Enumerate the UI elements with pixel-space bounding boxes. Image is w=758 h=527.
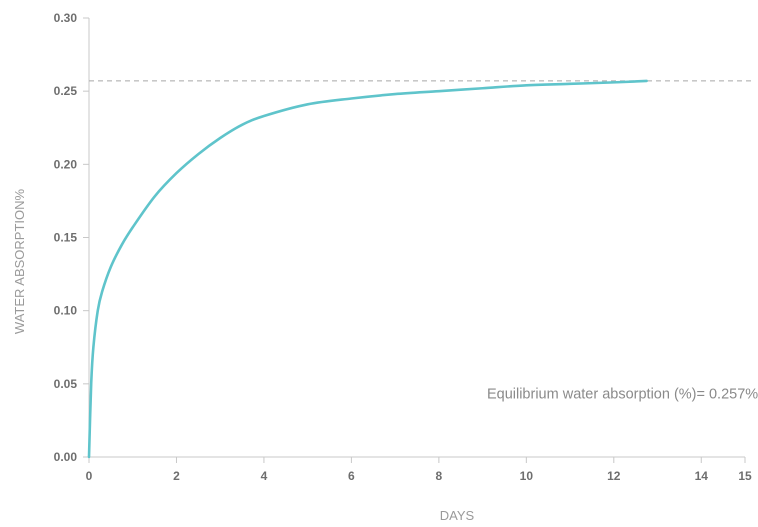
x-tick-label: 8 [436, 469, 443, 483]
y-tick-label: 0.10 [54, 304, 78, 318]
y-tick-label: 0.15 [54, 231, 78, 245]
x-tick-label: 6 [348, 469, 355, 483]
y-tick-label: 0.05 [54, 377, 78, 391]
x-tick-label: 15 [738, 469, 752, 483]
equilibrium-annotation: Equilibrium water absorption (%)= 0.257% [487, 386, 758, 402]
x-tick-label: 0 [86, 469, 93, 483]
y-axis-title: WATER ABSORPTION% [12, 188, 27, 334]
x-tick-label: 12 [607, 469, 621, 483]
x-axis-title: DAYS [440, 508, 475, 523]
y-tick-label: 0.00 [54, 450, 78, 464]
x-axis: 0 2 4 6 8 10 12 14 15 [86, 456, 752, 483]
y-tick-label: 0.25 [54, 84, 78, 98]
absorption-curve [87, 79, 648, 459]
y-tick-label: 0.20 [54, 157, 78, 171]
x-tick-label: 14 [695, 469, 709, 483]
x-tick-label: 10 [520, 469, 534, 483]
x-tick-label: 4 [261, 469, 268, 483]
y-tick-label: 0.30 [54, 11, 78, 25]
y-axis: 0.00 0.05 0.10 0.15 0.20 0.25 0.30 [54, 11, 90, 464]
x-tick-label: 2 [173, 469, 180, 483]
